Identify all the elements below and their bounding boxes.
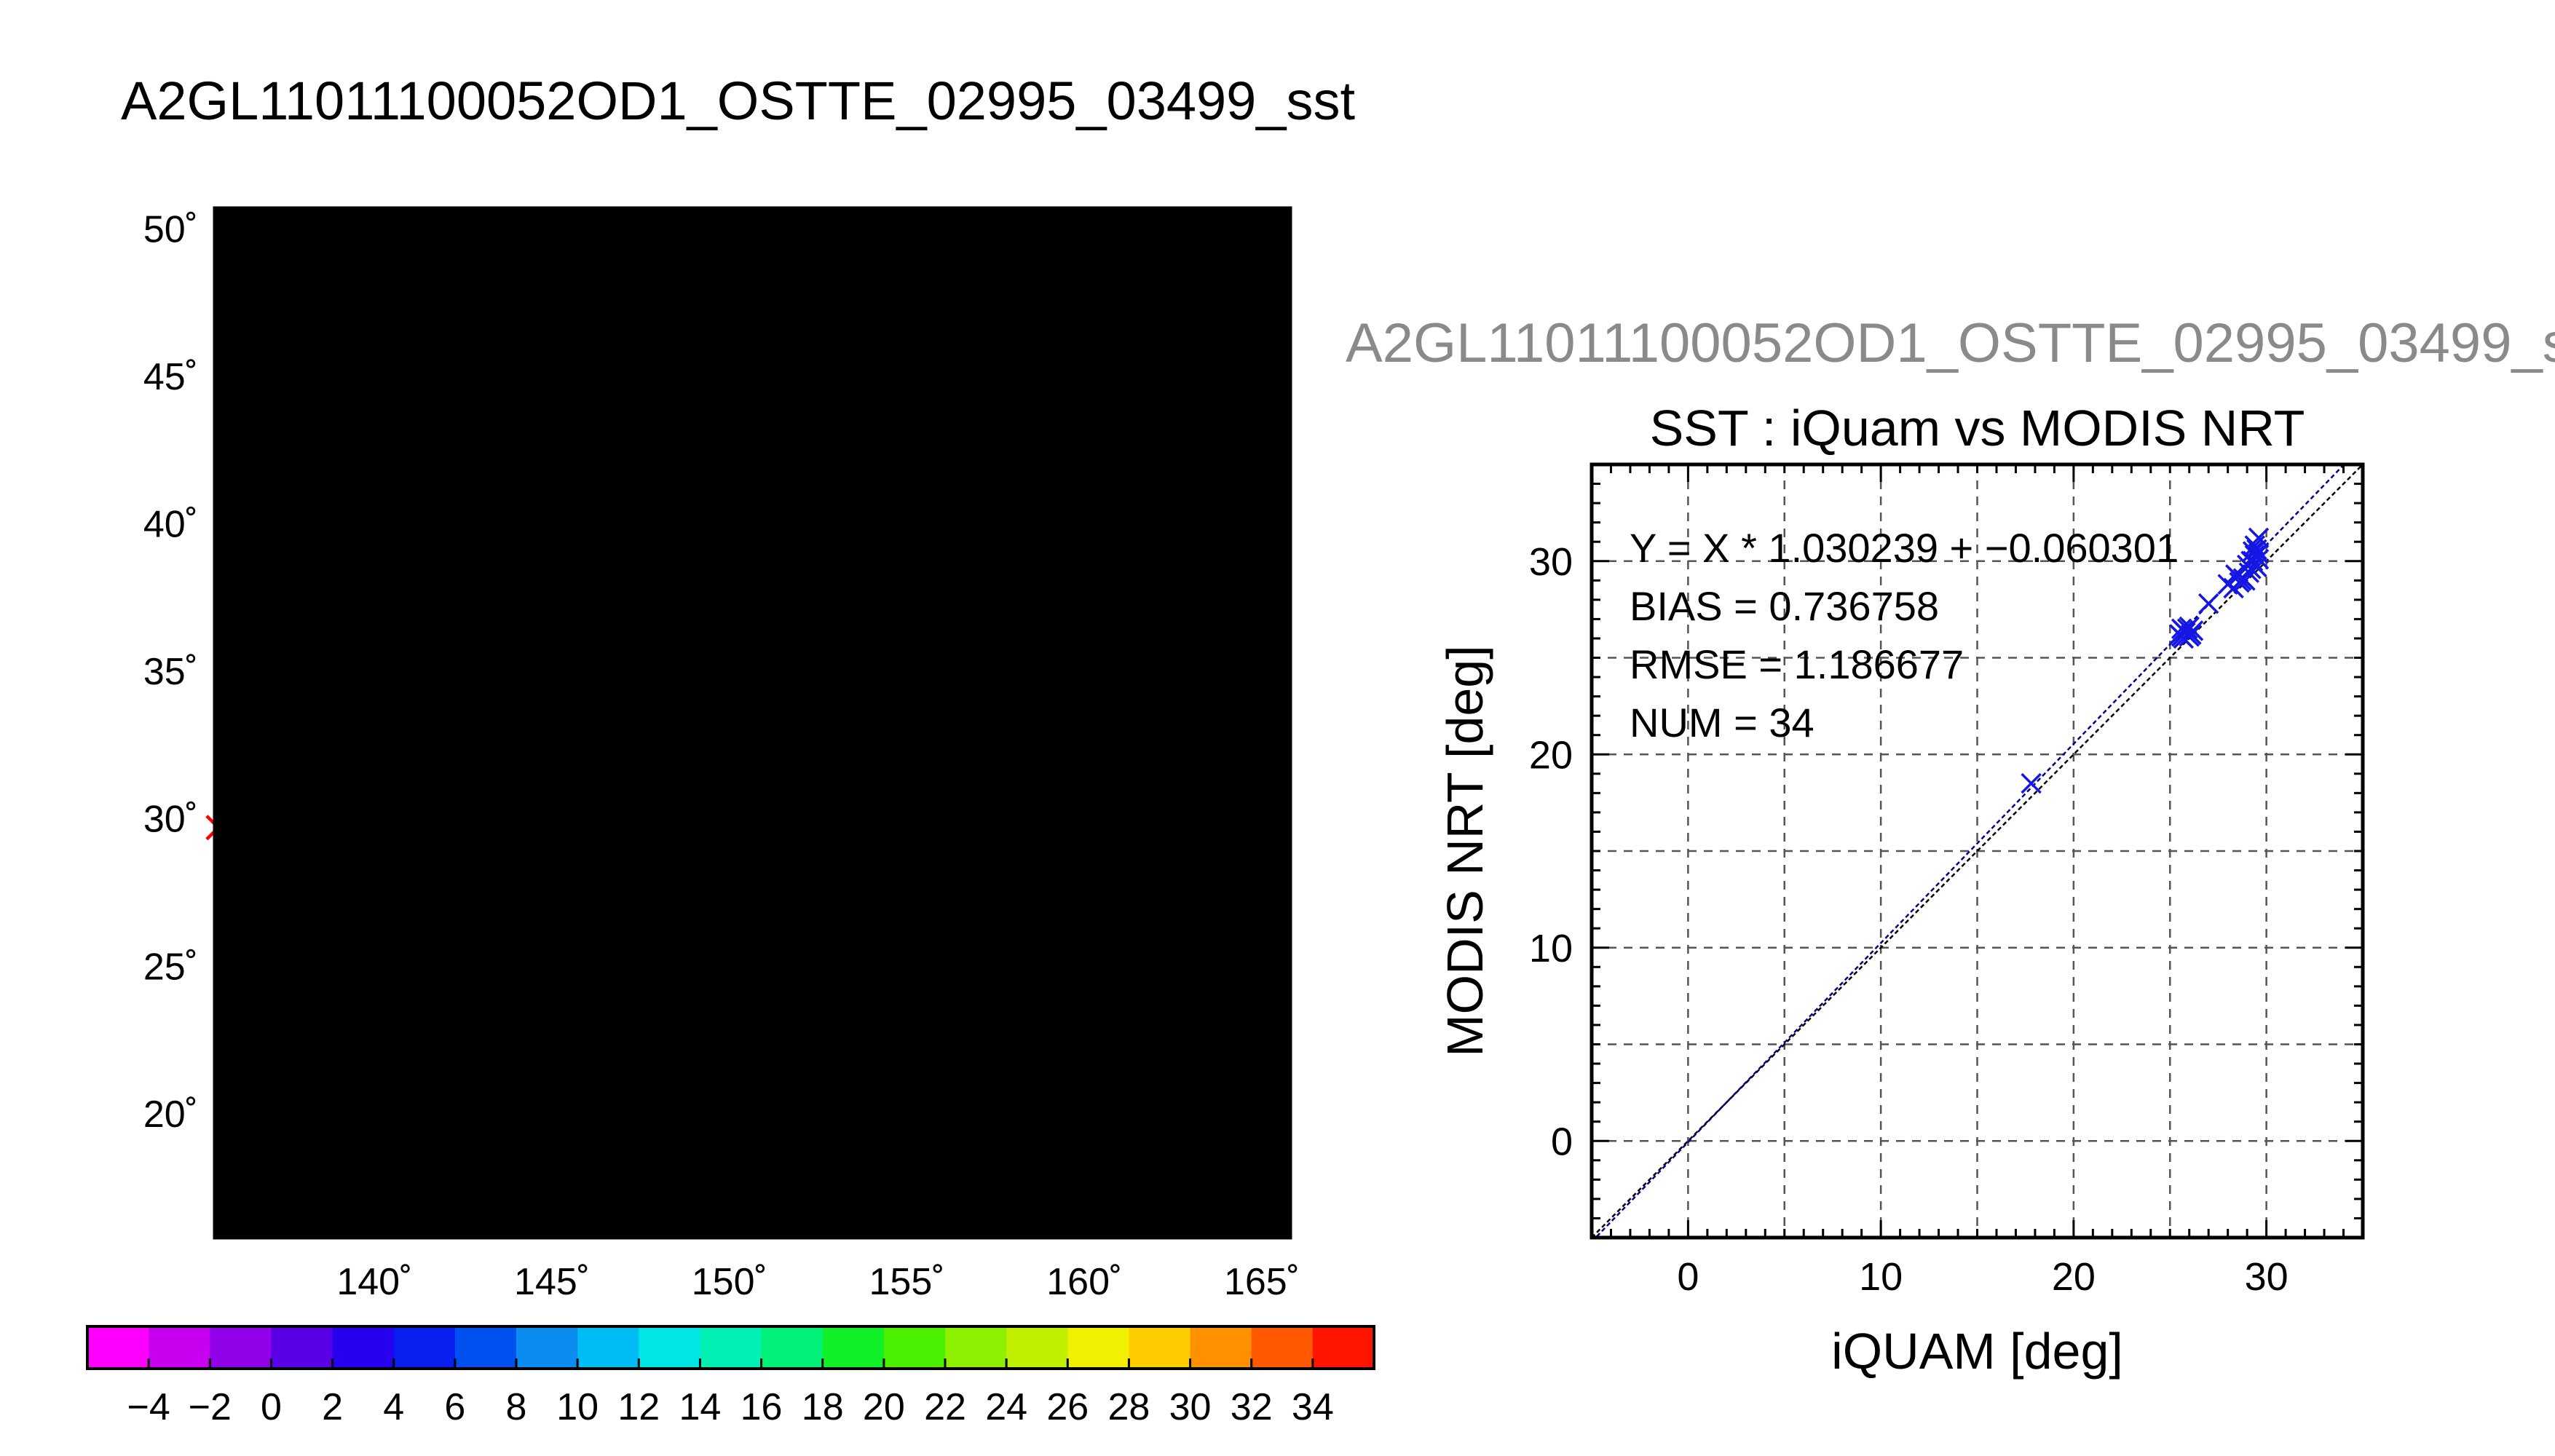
- map-x-tick-label: 150˚: [692, 1261, 767, 1303]
- colorbar-tick-label: −4: [127, 1386, 170, 1428]
- colorbar-tick-label: 8: [506, 1386, 527, 1428]
- figure-title: A2GL11011100052OD1_OSTTE_02995_03499_sst: [121, 71, 1356, 131]
- colorbar-swatch: [1067, 1326, 1130, 1369]
- colorbar-frame: [86, 1325, 1375, 1370]
- map-x-tick-label: 155˚: [869, 1261, 945, 1303]
- scatter-point: [2244, 535, 2265, 556]
- colorbar-tick-label: 12: [617, 1386, 660, 1428]
- colorbar-swatch: [945, 1326, 1008, 1369]
- colorbar-swatch: [393, 1326, 456, 1369]
- colorbar-tick-label: 28: [1108, 1386, 1150, 1428]
- map-frame: [213, 206, 1292, 1240]
- scatter-x-tick-label: 20: [2052, 1255, 2096, 1299]
- scatter-points: [2021, 527, 2270, 794]
- colorbar-swatch: [883, 1326, 946, 1369]
- colorbar-swatch: [1312, 1326, 1375, 1369]
- scatter-x-tick-label: 10: [1859, 1255, 1903, 1299]
- map-x-tick-label: 140˚: [336, 1261, 412, 1303]
- scatter-annotation: Y = X * 1.030239 + −0.060301: [1630, 525, 2179, 571]
- scatter-y-tick-label: 30: [1529, 540, 1573, 584]
- colorbar-swatch: [1006, 1326, 1069, 1369]
- scatter-annotation: RMSE = 1.186677: [1630, 641, 1964, 687]
- map-x-tick-label: 145˚: [514, 1261, 590, 1303]
- colorbar-swatch: [1129, 1326, 1191, 1369]
- colorbar-tick-label: 2: [322, 1386, 343, 1428]
- colorbar-swatch: [700, 1326, 762, 1369]
- scatter-y-tick-label: 10: [1529, 927, 1573, 970]
- colorbar-tick-label: 26: [1046, 1386, 1089, 1428]
- map-y-tick-label: 50˚: [143, 208, 198, 250]
- scatter-point: [2021, 772, 2042, 794]
- colorbar-tick-label: 34: [1292, 1386, 1334, 1428]
- scatter-point: [2225, 564, 2246, 585]
- scatter-annotation: NUM = 34: [1630, 700, 1814, 745]
- colorbar: −4 −2 0 2 4 6 8 10 12 14 16 18 20 22 24 26 28 30 32 34: [86, 1325, 1375, 1428]
- colorbar-swatch: [822, 1326, 885, 1369]
- scatter-annotation: BIAS = 0.736758: [1630, 583, 1939, 629]
- scatter-lines: [1592, 464, 2363, 1238]
- overlay-figure-title: A2GL11011100052OD1_OSTTE_02995_03499_s: [1346, 312, 2555, 374]
- scatter-point: [2248, 548, 2270, 570]
- colorbar-tick-label: 16: [741, 1386, 783, 1428]
- scatter-x-tick-label: 0: [1677, 1255, 1699, 1299]
- scatter-point: [2232, 568, 2254, 589]
- colorbar-tick-label: 24: [985, 1386, 1027, 1428]
- map-y-tick-label: 20˚: [143, 1093, 198, 1136]
- map-y-tick-label: 45˚: [143, 356, 198, 398]
- map-x-tick-label: 165˚: [1224, 1261, 1300, 1303]
- colorbar-swatch: [761, 1326, 824, 1369]
- scatter-point: [2246, 556, 2267, 577]
- colorbar-tick-label: 14: [679, 1386, 722, 1428]
- map-x-tick-label: 160˚: [1046, 1261, 1122, 1303]
- scatter-y-label: MODIS NRT [deg]: [1437, 645, 1493, 1056]
- colorbar-swatch: [271, 1326, 333, 1369]
- scatter-point: [2242, 541, 2264, 562]
- colorbar-swatch: [1251, 1326, 1314, 1369]
- map-y-tick-label: 35˚: [143, 651, 198, 693]
- regression-line: [1594, 464, 2346, 1238]
- scatter-point: [2240, 558, 2262, 579]
- colorbar-swatch: [210, 1326, 272, 1369]
- colorbar-swatch: [87, 1326, 150, 1369]
- scatter-x-tick-label: 30: [2245, 1255, 2289, 1299]
- colorbar-tick-label: 10: [556, 1386, 599, 1428]
- scatter-point: [2179, 626, 2200, 647]
- scatter-point: [2182, 620, 2204, 641]
- colorbar-tick-label: −2: [189, 1386, 232, 1428]
- colorbar-tick-label: 6: [444, 1386, 465, 1428]
- colorbar-tick-label: 18: [802, 1386, 844, 1428]
- colorbar-tick-label: 22: [924, 1386, 966, 1428]
- colorbar-tick-label: 32: [1231, 1386, 1273, 1428]
- scatter-plot-area: [1590, 462, 2365, 1240]
- map-background: [215, 208, 1290, 1238]
- scatter-y-tick-label: 0: [1551, 1120, 1573, 1163]
- colorbar-swatch: [516, 1326, 579, 1369]
- map-y-tick-label: 25˚: [143, 946, 198, 988]
- colorbar-swatch: [332, 1326, 395, 1369]
- colorbar-tick-label: 30: [1169, 1386, 1212, 1428]
- colorbar-swatch: [149, 1326, 211, 1369]
- colorbar-tick-label: 20: [863, 1386, 905, 1428]
- scatter-title: SST : iQuam vs MODIS NRT: [1650, 400, 2305, 456]
- scatter-y-tick-label: 20: [1529, 733, 1573, 777]
- colorbar-tick-label: 4: [383, 1386, 404, 1428]
- scatter-point: [2197, 593, 2219, 614]
- map-y-tick-label: 40˚: [143, 504, 198, 546]
- map-y-tick-label: 30˚: [143, 799, 198, 841]
- colorbar-tick-label: 0: [261, 1386, 282, 1428]
- colorbar-swatch: [454, 1326, 517, 1369]
- colorbar-swatch: [577, 1326, 640, 1369]
- colorbar-swatch: [639, 1326, 701, 1369]
- colorbar-swatch: [1190, 1326, 1252, 1369]
- scatter-x-label: iQUAM [deg]: [1831, 1323, 2123, 1380]
